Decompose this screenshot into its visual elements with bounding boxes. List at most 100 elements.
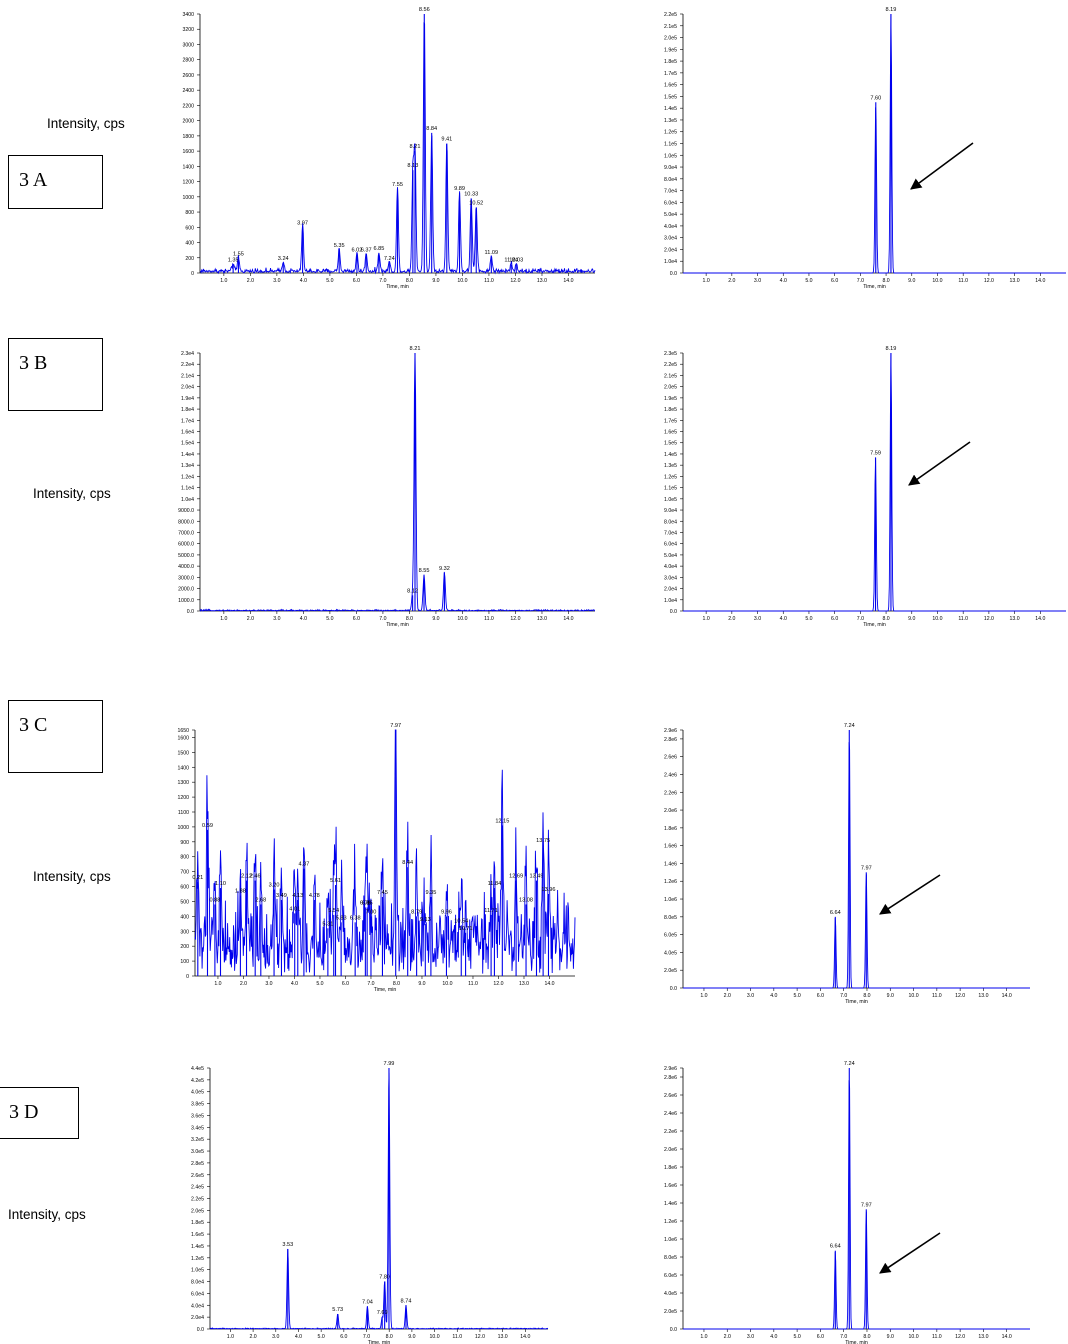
y-tick-label: 1.4e5: [191, 1244, 204, 1250]
y-tick-label: 8.0e4: [664, 177, 677, 183]
x-tick-label: 6.0: [817, 1334, 824, 1340]
trace-line: [683, 14, 1066, 274]
peak-label: 12.69: [509, 874, 523, 880]
x-tick-label: 1.0: [220, 278, 227, 284]
x-tick-label: 11.0: [468, 981, 478, 987]
chromatogram-A-left: 0 200 400 600 800 1000 1200 1400 1600 1800 2000 220…: [182, 7, 596, 290]
peak-label: 6.64: [830, 910, 841, 916]
y-tick-label: 6.0e5: [664, 1273, 677, 1279]
peak-label: 9.96: [441, 909, 452, 915]
x-tick-label: 11.0: [958, 278, 968, 284]
y-tick-label: 1.4e5: [664, 106, 677, 112]
annotation-arrow: [910, 142, 974, 190]
y-tick-label: 1.0e6: [664, 897, 677, 903]
trace-line: [194, 729, 576, 974]
peak-label: 7.99: [384, 1061, 395, 1067]
x-tick-label: 8.0: [393, 981, 400, 987]
peak-label: 6.78: [360, 900, 371, 906]
y-tick-label: 1.3e5: [664, 118, 677, 124]
peak-label: 5.61: [330, 878, 341, 884]
x-tick-label: 4.0: [295, 1334, 302, 1340]
peak-label: 0.21: [192, 875, 203, 881]
trace-line: [683, 353, 1066, 612]
y-tick-label: 600: [185, 225, 194, 231]
y-tick-label: 1.0e6: [664, 1237, 677, 1243]
panel-label-3B: 3 B: [8, 338, 103, 411]
peak-label: 5.83: [336, 915, 347, 921]
y-tick-label: 4.0e4: [664, 224, 677, 230]
peak-label: 13.49: [529, 874, 543, 880]
x-tick-label: 9.0: [887, 1334, 894, 1340]
x-tick-label: 10.0: [442, 981, 452, 987]
peak-label: 13.96: [541, 887, 555, 893]
y-tick-label: 2800: [182, 58, 194, 64]
x-tick-label: 4.0: [780, 616, 787, 622]
x-tick-label: 4.0: [300, 616, 307, 622]
peak-label: 8.56: [419, 7, 430, 13]
panel-label-text: 3 B: [19, 352, 48, 374]
y-tick-label: 2.0e4: [664, 247, 677, 253]
y-axis-label-3A: Intensity, cps: [47, 116, 125, 131]
x-tick-label: 14.0: [1035, 278, 1045, 284]
x-tick-label: 9.0: [887, 993, 894, 999]
y-tick-label: 2.1e5: [664, 24, 677, 30]
peak-label: 3.97: [297, 220, 308, 226]
x-tick-label: 14.0: [1002, 993, 1012, 999]
y-tick-label: 2.4e6: [664, 772, 677, 778]
y-tick-label: 1000: [182, 195, 194, 201]
y-tick-label: 3.2e5: [191, 1137, 204, 1143]
y-tick-label: 2.2e5: [664, 12, 677, 18]
peak-label: 11.84: [504, 258, 518, 264]
y-tick-label: 500: [180, 899, 189, 905]
x-tick-label: 2.0: [249, 1334, 256, 1340]
x-tick-label: 1.0: [700, 1334, 707, 1340]
x-axis-title: Time, min: [386, 284, 409, 290]
y-tick-label: 1.2e5: [664, 130, 677, 136]
y-tick-label: 200: [185, 256, 194, 262]
y-tick-label: 0.0: [670, 1327, 677, 1333]
trace-line: [683, 742, 1030, 989]
x-tick-label: 12.0: [984, 616, 994, 622]
y-tick-label: 1.6e5: [664, 430, 677, 436]
y-tick-label: 1.9e5: [664, 396, 677, 402]
x-tick-label: 4.0: [770, 993, 777, 999]
x-tick-label: 12.0: [510, 616, 520, 622]
x-tick-label: 7.0: [379, 616, 386, 622]
y-axis-label-3C: Intensity, cps: [33, 869, 111, 884]
x-tick-label: 2.0: [247, 616, 254, 622]
y-tick-label: 1.5e5: [664, 94, 677, 100]
peak-label: 9.13: [420, 917, 431, 923]
peak-label: 10.52: [469, 200, 483, 206]
y-tick-label: 2.3e4: [181, 351, 194, 357]
y-tick-label: 1600: [177, 735, 189, 741]
y-tick-label: 5000.0: [178, 553, 194, 559]
peak-label: 13.75: [536, 838, 550, 844]
y-tick-label: 900: [180, 840, 189, 846]
y-tick-label: 2000.0: [178, 587, 194, 593]
x-tick-label: 3.0: [273, 616, 280, 622]
y-tick-label: 600: [180, 885, 189, 891]
peak-label: 4.78: [309, 893, 320, 899]
x-tick-label: 12.0: [955, 1334, 965, 1340]
x-axis-title: Time, min: [374, 987, 397, 993]
x-tick-label: 11.0: [484, 278, 494, 284]
peak-label: 8.19: [886, 346, 897, 352]
peak-label: 8.13: [407, 163, 418, 169]
peak-label: 6.64: [830, 1244, 841, 1250]
y-tick-label: 2.8e5: [191, 1161, 204, 1167]
y-tick-label: 4.0e4: [664, 564, 677, 570]
y-tick-label: 1.9e4: [181, 396, 194, 402]
x-tick-label: 5.0: [805, 278, 812, 284]
y-tick-label: 1.8e5: [664, 59, 677, 65]
y-tick-label: 2000: [182, 119, 194, 125]
x-tick-label: 14.0: [1035, 616, 1045, 622]
y-tick-label: 3200: [182, 27, 194, 33]
y-tick-label: 2.0e6: [664, 808, 677, 814]
peak-label: 7.59: [870, 450, 881, 456]
x-tick-label: 12.0: [493, 981, 503, 987]
y-tick-label: 1.8e6: [664, 826, 677, 832]
peak-label: 7.24: [844, 1061, 855, 1067]
y-tick-label: 2.1e5: [664, 373, 677, 379]
x-tick-label: 7.0: [857, 616, 864, 622]
